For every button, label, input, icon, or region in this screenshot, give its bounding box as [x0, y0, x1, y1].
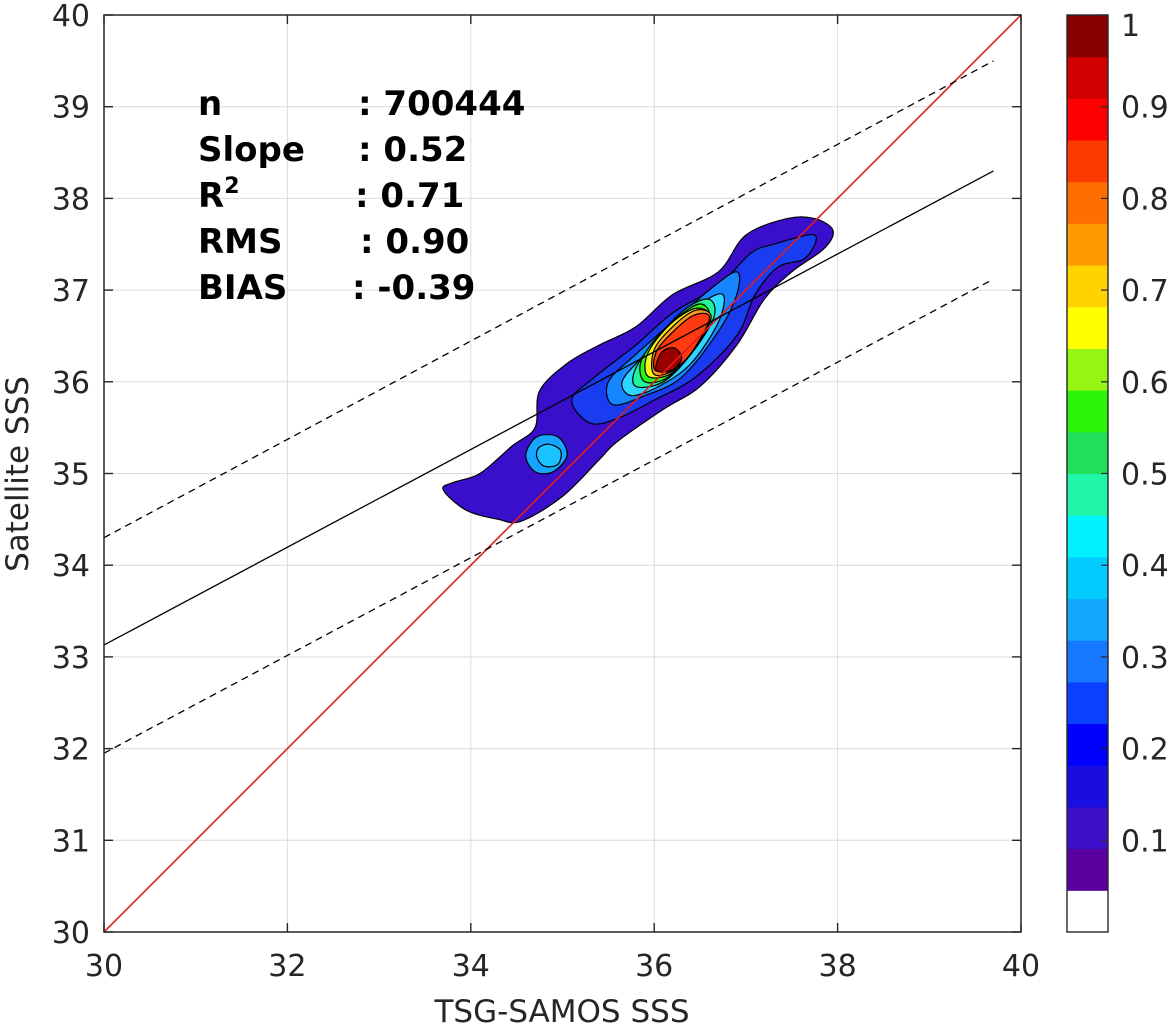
colorbar-band — [1067, 140, 1108, 183]
colorbar-tick-label: 0.8 — [1121, 182, 1169, 217]
x-tick-label: 40 — [1002, 949, 1040, 984]
colorbar-band — [1067, 265, 1108, 308]
x-tick-label: 36 — [635, 949, 673, 984]
stat-value: : -0.39 — [352, 268, 475, 308]
density-contour — [655, 347, 683, 373]
density-contour — [535, 443, 562, 468]
y-tick-label: 40 — [52, 0, 90, 34]
colorbar-band — [1067, 723, 1108, 766]
upper-bound-line — [104, 60, 994, 539]
density-contours — [442, 216, 834, 524]
colorbar-band — [1067, 15, 1108, 58]
colorbar-band — [1067, 56, 1108, 99]
colorbar-tick-label: 0.4 — [1121, 549, 1169, 584]
y-tick-label: 36 — [52, 366, 90, 401]
colorbar-band — [1067, 306, 1108, 349]
colorbar-band — [1067, 681, 1108, 725]
colorbar-band — [1067, 556, 1108, 600]
colorbar-band — [1067, 431, 1108, 474]
y-tick-label: 38 — [52, 182, 90, 217]
colorbar-tick-label: 0.9 — [1121, 91, 1169, 126]
y-tick-labels: 30 31 32 33 34 35 36 37 38 39 40 — [52, 0, 90, 951]
colorbar-band — [1067, 223, 1108, 266]
stat-label: RMS — [198, 222, 283, 262]
colorbar-band — [1067, 598, 1108, 641]
y-tick-label: 33 — [52, 641, 90, 676]
colorbar-tick-label: 1 — [1121, 9, 1140, 44]
y-tick-label: 32 — [52, 733, 90, 768]
axis-tick-marks — [103, 14, 1022, 933]
colorbar-band — [1067, 515, 1108, 558]
one-to-one-line — [104, 15, 1021, 932]
colorbar-band — [1067, 98, 1108, 141]
colorbar-band — [1067, 765, 1108, 808]
colorbar: 1 0.9 0.8 0.7 0.6 0.5 0.4 0.3 0.2 0.1 — [1066, 9, 1169, 933]
colorbar-band — [1067, 848, 1108, 891]
y-tick-label: 31 — [52, 824, 90, 859]
y-tick-label: 30 — [52, 916, 90, 951]
colorbar-tick-label: 0.3 — [1121, 641, 1169, 676]
colorbar-band — [1067, 348, 1108, 391]
colorbar-band — [1067, 890, 1108, 933]
colorbar-band — [1067, 390, 1108, 433]
colorbar-tick-label: 0.5 — [1121, 458, 1169, 493]
stat-label: R2 — [198, 174, 240, 216]
x-tick-label: 38 — [819, 949, 857, 984]
stat-label: BIAS — [198, 268, 287, 308]
stat-value: : 700444 — [358, 84, 525, 124]
colorbar-tick-label: 0.7 — [1121, 274, 1169, 309]
y-tick-label: 39 — [52, 91, 90, 126]
x-tick-label: 34 — [452, 949, 490, 984]
stat-label: Slope — [198, 130, 305, 170]
x-axis-label: TSG-SAMOS SSS — [434, 994, 690, 1028]
reference-lines — [104, 15, 1021, 932]
colorbar-band — [1067, 640, 1108, 683]
stat-value: : 0.71 — [355, 176, 464, 216]
colorbar-band — [1067, 473, 1108, 516]
y-tick-label: 34 — [52, 549, 90, 584]
colorbar-tick-label: 0.6 — [1121, 366, 1169, 401]
y-tick-label: 35 — [52, 458, 90, 493]
colorbar-band — [1067, 181, 1108, 224]
x-tick-label: 30 — [85, 949, 123, 984]
y-axis-label: Satellite SSS — [0, 376, 36, 572]
stat-value: : 0.90 — [360, 222, 469, 262]
stat-value: : 0.52 — [358, 130, 467, 170]
regression-line — [104, 170, 994, 646]
colorbar-tick-label: 0.1 — [1121, 824, 1169, 859]
x-tick-label: 32 — [268, 949, 306, 984]
y-tick-label: 37 — [52, 274, 90, 309]
colorbar-band — [1067, 806, 1108, 850]
statistics-panel: n : 700444 Slope : 0.52 R2 : 0.71 RMS : 0.90 BIA… — [198, 84, 525, 308]
colorbar-tick-label: 0.2 — [1121, 733, 1169, 768]
stat-label: n — [198, 84, 222, 124]
x-tick-labels: 30 32 34 36 38 40 — [85, 949, 1040, 984]
